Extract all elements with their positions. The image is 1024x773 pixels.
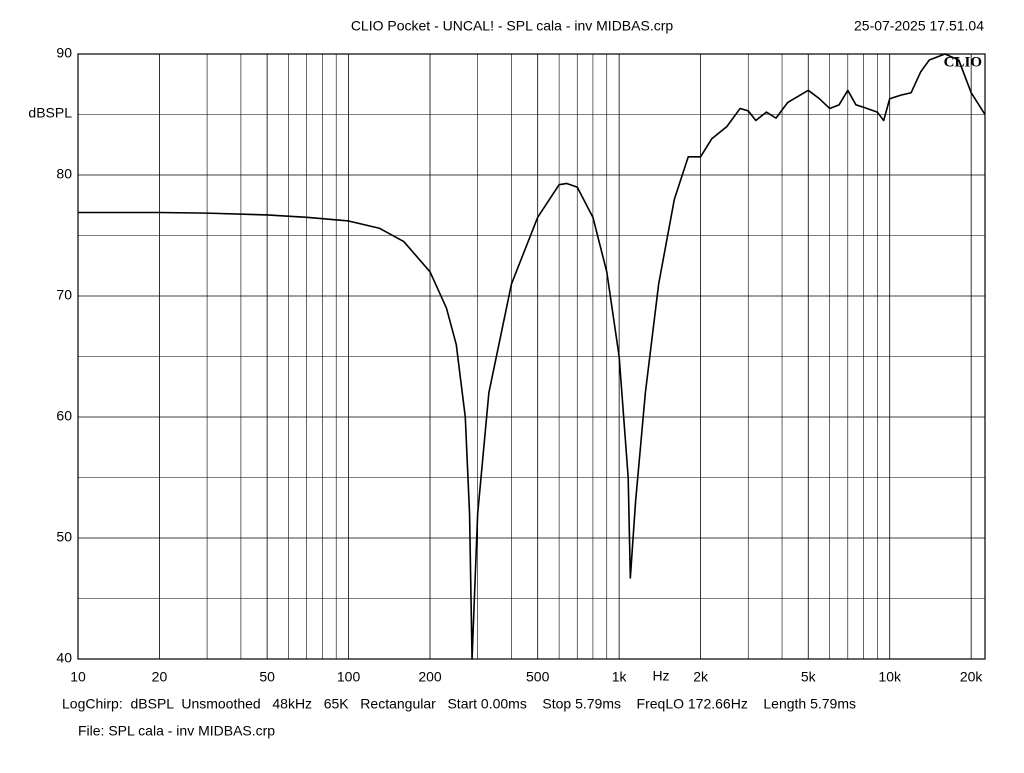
y-tick-label: 40 [56, 650, 72, 666]
x-tick-label: 10k [878, 669, 902, 685]
y-tick-label: 90 [56, 45, 72, 61]
x-tick-label: 5k [801, 669, 817, 685]
x-tick-label: 200 [418, 669, 442, 685]
y-tick-label: 80 [56, 166, 72, 182]
y-tick-label: 60 [56, 408, 72, 424]
y-axis-label: dBSPL [28, 105, 72, 121]
footer-info: LogChirp: dBSPL Unsmoothed 48kHz 65K Rec… [62, 696, 856, 712]
x-tick-label: 20 [152, 669, 168, 685]
logo: CLIO [944, 54, 982, 70]
x-tick-label: 500 [526, 669, 550, 685]
y-tick-label: 50 [56, 529, 72, 545]
x-tick-label: 2k [693, 669, 709, 685]
chart-title: CLIO Pocket - UNCAL! - SPL cala - inv MI… [351, 18, 674, 34]
x-tick-label: 1k [612, 669, 628, 685]
plot-frame [77, 53, 986, 660]
x-tick-label: 50 [259, 669, 275, 685]
y-tick-label: 70 [56, 287, 72, 303]
file-name: File: SPL cala - inv MIDBAS.crp [78, 723, 275, 739]
response-curve [78, 53, 986, 660]
timestamp: 25-07-2025 17.51.04 [854, 18, 984, 34]
x-tick-label: 10 [70, 669, 86, 685]
x-axis-label: Hz [652, 668, 669, 684]
x-tick-label: 20k [960, 669, 984, 685]
x-tick-label: 100 [337, 669, 361, 685]
